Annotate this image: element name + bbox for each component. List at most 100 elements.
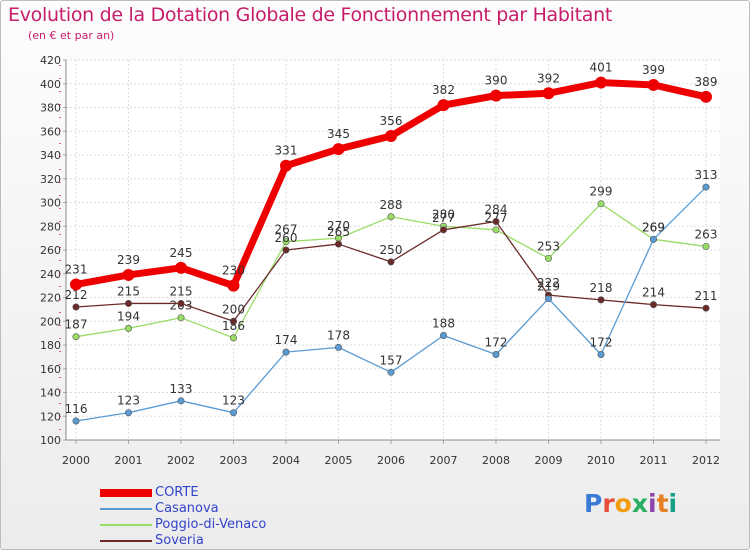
data-label: 157: [380, 353, 403, 367]
y-tick-label: 380: [40, 102, 61, 115]
data-label: 382: [432, 83, 455, 97]
data-label: 260: [275, 231, 298, 245]
data-label: 253: [537, 239, 560, 253]
data-point: [125, 299, 133, 307]
data-point: [282, 348, 290, 356]
data-label: 270: [327, 219, 350, 233]
x-tick-label: 2011: [640, 454, 668, 467]
data-point: [227, 279, 240, 292]
data-label: 212: [65, 288, 88, 302]
data-label: 399: [642, 63, 665, 77]
data-label: 401: [590, 61, 613, 75]
data-label: 245: [170, 246, 193, 260]
y-tick-label: 100: [40, 434, 61, 447]
data-point: [72, 333, 80, 341]
data-point: [387, 213, 395, 221]
legend-swatch: [100, 489, 152, 497]
data-label: 200: [222, 302, 245, 316]
data-label: 263: [695, 227, 718, 241]
data-point: [175, 261, 187, 274]
data-label: 214: [642, 286, 665, 300]
y-tick-label: 320: [40, 173, 61, 186]
data-point: [439, 331, 447, 339]
data-point: [649, 235, 657, 243]
data-point: [72, 417, 80, 425]
y-tick-label: 160: [40, 363, 61, 376]
data-label: 174: [275, 333, 298, 347]
legend-label: Poggio-di-Venaco: [155, 517, 267, 532]
x-tick-label: 2012: [692, 454, 720, 467]
x-tick-label: 2010: [587, 454, 615, 467]
legend-label: Soveria: [155, 533, 204, 548]
data-point: [597, 296, 605, 304]
chart-title: Evolution de la Dotation Globale de Fonc…: [8, 4, 613, 26]
data-point: [122, 268, 135, 281]
data-point: [125, 409, 133, 417]
y-tick-label: 400: [40, 78, 61, 91]
data-point: [72, 303, 80, 311]
data-label: 187: [65, 318, 88, 332]
data-label: 123: [117, 394, 140, 408]
data-point: [649, 301, 657, 309]
y-tick-label: 260: [40, 244, 61, 257]
y-tick-label: 340: [40, 149, 61, 162]
data-label: 219: [537, 280, 560, 294]
data-point: [595, 76, 607, 89]
y-tick-label: 200: [40, 315, 61, 328]
y-tick-label: 240: [40, 268, 61, 281]
data-point: [282, 246, 290, 254]
data-label: 172: [590, 336, 613, 350]
data-point: [334, 343, 342, 351]
legend-label: CORTE: [155, 485, 199, 500]
y-tick-label: 140: [40, 387, 61, 400]
data-label: 277: [432, 211, 455, 225]
logo-letter: P: [584, 489, 603, 518]
x-tick-label: 2007: [430, 454, 458, 467]
y-tick-label: 280: [40, 220, 61, 233]
data-label: 215: [170, 284, 193, 298]
legend-item: Poggio-di-Venaco: [100, 517, 360, 533]
data-label: 188: [432, 317, 455, 331]
data-point: [387, 258, 395, 266]
data-point: [702, 242, 710, 250]
data-point: [280, 159, 292, 172]
data-label: 345: [327, 127, 350, 141]
data-label: 239: [117, 253, 140, 267]
legend-item: Casanova: [100, 501, 360, 517]
y-tick-label: 220: [40, 292, 61, 305]
x-tick-label: 2003: [220, 454, 248, 467]
data-label: 313: [695, 168, 718, 182]
data-label: 215: [117, 284, 140, 298]
y-tick-label: 420: [40, 54, 61, 67]
y-tick-label: 120: [40, 410, 61, 423]
x-tick-label: 2000: [62, 454, 90, 467]
data-label: 133: [170, 382, 193, 396]
data-point: [544, 254, 552, 262]
data-label: 288: [380, 198, 403, 212]
logo-letter: x: [631, 489, 648, 518]
data-label: 178: [327, 328, 350, 342]
data-point: [492, 350, 500, 358]
data-point: [230, 317, 238, 325]
x-tick-label: 2001: [115, 454, 143, 467]
data-label: 211: [695, 289, 718, 303]
data-label: 280: [432, 207, 455, 221]
logo-letter: i: [648, 489, 657, 518]
data-point: [125, 324, 133, 332]
legend-swatch: [100, 540, 152, 542]
x-tick-label: 2002: [167, 454, 195, 467]
data-point: [230, 334, 238, 342]
data-point: [332, 143, 345, 156]
data-label: 230: [222, 264, 245, 278]
data-label: 231: [65, 262, 88, 276]
x-tick-label: 2009: [535, 454, 563, 467]
legend-label: Casanova: [155, 501, 219, 516]
proxiti-logo: Proxiti: [584, 489, 677, 518]
data-label: 356: [380, 114, 403, 128]
chart-legend: CORTE Casanova Poggio-di-Venaco Soveria: [100, 485, 360, 549]
data-label: 186: [222, 319, 245, 333]
x-tick-label: 2006: [377, 454, 405, 467]
data-point: [542, 87, 555, 100]
data-point: [230, 409, 238, 417]
